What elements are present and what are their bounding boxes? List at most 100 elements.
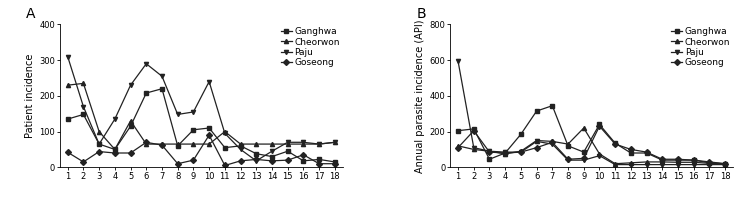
Paju	[315, 143, 324, 145]
Cheorwon	[126, 120, 135, 122]
Ganghwa	[142, 92, 151, 94]
Goseong	[516, 151, 525, 153]
Goseong	[532, 146, 541, 149]
Ganghwa	[610, 142, 619, 144]
Cheorwon	[500, 153, 509, 155]
Cheorwon	[469, 148, 478, 151]
Goseong	[174, 162, 183, 165]
Ganghwa	[453, 130, 462, 132]
Cheorwon	[610, 162, 619, 165]
Paju	[579, 159, 588, 161]
Cheorwon	[595, 153, 604, 155]
Goseong	[158, 144, 167, 146]
Cheorwon	[64, 84, 73, 86]
Cheorwon	[331, 141, 340, 144]
Cheorwon	[111, 148, 120, 151]
Goseong	[79, 161, 88, 163]
Line: Cheorwon: Cheorwon	[66, 81, 337, 152]
Cheorwon	[315, 143, 324, 145]
Cheorwon	[221, 130, 230, 133]
Line: Paju: Paju	[66, 54, 337, 163]
Paju	[331, 141, 340, 144]
Goseong	[673, 158, 682, 161]
Paju	[516, 151, 525, 153]
Cheorwon	[236, 143, 245, 145]
Cheorwon	[205, 143, 214, 145]
Ganghwa	[705, 162, 714, 164]
Cheorwon	[174, 143, 183, 145]
Paju	[563, 159, 572, 161]
Cheorwon	[158, 143, 167, 145]
Line: Goseong: Goseong	[456, 124, 727, 166]
Ganghwa	[174, 145, 183, 147]
Paju	[673, 163, 682, 166]
Goseong	[453, 146, 462, 149]
Paju	[95, 143, 104, 145]
Goseong	[485, 151, 494, 153]
Paju	[595, 154, 604, 157]
Ganghwa	[563, 145, 572, 147]
Ganghwa	[331, 161, 340, 163]
Goseong	[548, 141, 557, 144]
Paju	[126, 84, 135, 86]
Goseong	[626, 148, 635, 151]
Goseong	[315, 162, 324, 165]
Paju	[299, 141, 308, 144]
Cheorwon	[579, 127, 588, 129]
Paju	[283, 141, 292, 144]
Ganghwa	[189, 129, 198, 131]
Paju	[720, 163, 729, 166]
Goseong	[126, 152, 135, 154]
Cheorwon	[532, 139, 541, 142]
Ganghwa	[158, 88, 167, 90]
Goseong	[595, 125, 604, 128]
Goseong	[111, 152, 120, 154]
Ganghwa	[500, 152, 509, 154]
Line: Ganghwa: Ganghwa	[66, 87, 337, 164]
Goseong	[142, 141, 151, 144]
Ganghwa	[689, 159, 698, 161]
Y-axis label: Patient incidence: Patient incidence	[25, 54, 35, 138]
Goseong	[610, 143, 619, 145]
Cheorwon	[252, 143, 261, 145]
Goseong	[642, 151, 651, 153]
Paju	[64, 55, 73, 58]
Ganghwa	[283, 150, 292, 152]
Ganghwa	[268, 155, 277, 158]
Paju	[532, 140, 541, 143]
Y-axis label: Annual parasite incidence (API): Annual parasite incidence (API)	[415, 19, 426, 173]
Paju	[252, 160, 261, 162]
Paju	[174, 113, 183, 116]
Goseong	[500, 152, 509, 154]
Line: Paju: Paju	[456, 59, 727, 167]
Ganghwa	[299, 160, 308, 162]
Ganghwa	[532, 110, 541, 112]
Cheorwon	[626, 162, 635, 164]
Goseong	[236, 160, 245, 162]
Goseong	[469, 130, 478, 132]
Cheorwon	[189, 143, 198, 145]
Cheorwon	[516, 150, 525, 152]
Cheorwon	[642, 161, 651, 163]
Cheorwon	[485, 150, 494, 152]
Ganghwa	[657, 159, 666, 161]
Ganghwa	[469, 128, 478, 130]
Cheorwon	[657, 161, 666, 163]
Ganghwa	[205, 127, 214, 129]
Goseong	[563, 158, 572, 161]
Text: B: B	[416, 7, 426, 21]
Goseong	[221, 164, 230, 167]
Cheorwon	[299, 143, 308, 145]
Goseong	[283, 159, 292, 161]
Cheorwon	[453, 145, 462, 147]
Ganghwa	[111, 148, 120, 151]
Goseong	[579, 157, 588, 160]
Goseong	[189, 159, 198, 161]
Ganghwa	[548, 104, 557, 107]
Paju	[689, 163, 698, 166]
Ganghwa	[95, 143, 104, 145]
Paju	[705, 163, 714, 166]
Goseong	[689, 159, 698, 161]
Paju	[79, 105, 88, 108]
Paju	[158, 75, 167, 78]
